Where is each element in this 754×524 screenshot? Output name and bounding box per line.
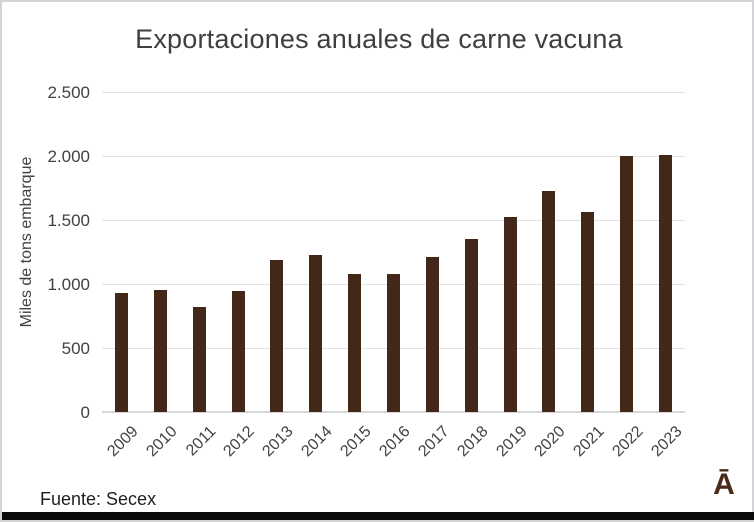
x-tick-label: 2019	[492, 423, 531, 461]
bar-2011	[192, 307, 206, 412]
chart-title: Exportaciones anuales de carne vacuna	[135, 24, 623, 54]
bar-2023	[659, 155, 673, 412]
y-tick-label: 1.000	[47, 275, 90, 294]
x-tick-label: 2018	[454, 423, 492, 461]
gridline	[102, 92, 685, 93]
x-tick-label: 2009	[104, 423, 142, 461]
bar-2016	[387, 273, 400, 412]
x-tick-label: 2013	[259, 423, 297, 461]
brand-logo-a-macron: Ā	[713, 468, 735, 501]
y-axis-title: Miles de tons embarque	[18, 156, 35, 328]
x-tick-label: 2011	[182, 423, 220, 460]
y-tick-label: 2.500	[47, 83, 90, 102]
gridline	[102, 220, 685, 221]
bar-2022	[620, 156, 634, 412]
bar-2020	[542, 191, 556, 412]
x-tick-label: 2021	[570, 423, 608, 461]
x-tick-label: 2010	[143, 423, 181, 461]
x-tick-label: 2015	[337, 423, 375, 461]
source-caption: Fuente: Secex	[40, 489, 157, 509]
x-tick-label: 2022	[609, 423, 647, 461]
footer-black-bar	[2, 512, 754, 520]
gridline	[102, 156, 685, 157]
bar-2018	[464, 239, 478, 412]
x-tick-label: 2014	[298, 423, 336, 461]
bar-2021	[581, 212, 595, 412]
x-axis-line	[102, 411, 685, 413]
bar-2010	[153, 289, 167, 412]
bar-2013	[270, 260, 284, 412]
bar-2015	[348, 273, 362, 412]
bar-2014	[309, 255, 323, 412]
x-tick-label: 2023	[648, 423, 686, 461]
bar-2017	[425, 257, 439, 412]
x-tick-label: 2016	[376, 423, 414, 461]
x-tick-label: 2012	[220, 423, 259, 461]
x-tick-label: 2017	[415, 423, 453, 461]
bar-2009	[114, 292, 128, 412]
y-tick-label: 1.500	[47, 211, 90, 230]
y-tick-label: 2.000	[47, 147, 90, 166]
y-tick-label: 0	[80, 403, 90, 422]
bar-2012	[231, 291, 245, 412]
y-tick-label: 500	[61, 339, 90, 358]
bar-2019	[503, 217, 517, 412]
x-tick-label: 2020	[531, 423, 569, 461]
